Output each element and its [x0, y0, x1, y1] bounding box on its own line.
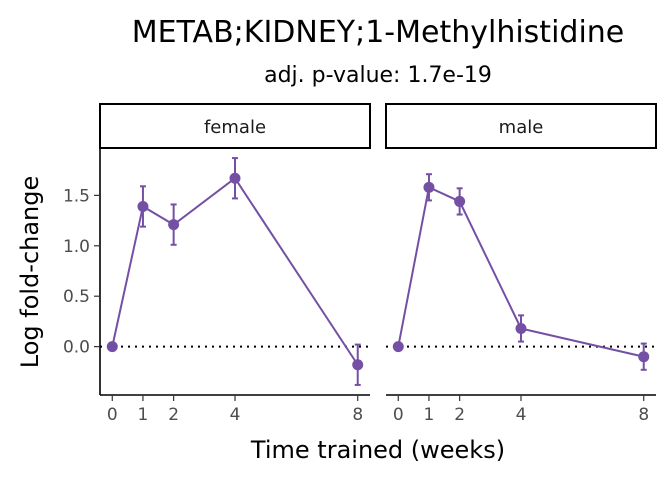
x-tick-label: 1: [424, 405, 435, 425]
x-axis-title: Time trained (weeks): [250, 436, 505, 464]
data-point: [229, 172, 241, 184]
x-tick-label: 0: [393, 405, 404, 425]
series-line-female: [111, 176, 359, 366]
data-point: [638, 351, 650, 363]
y-axis: 0.0 0.5 1.0 1.5: [63, 148, 101, 395]
data-point: [168, 219, 180, 231]
data-point: [352, 359, 364, 371]
data-point: [106, 341, 118, 353]
data-point: [515, 322, 527, 334]
panel-male: male 0 1 2 4 8: [385, 103, 657, 425]
chart-title: METAB;KIDNEY;1-Methylhistidine: [132, 15, 625, 50]
x-tick-label: 8: [352, 405, 363, 425]
y-axis-title: Log fold-change: [16, 176, 44, 369]
x-tick-label: 2: [454, 405, 465, 425]
x-tick-label: 1: [138, 405, 149, 425]
strip-male: [385, 103, 657, 149]
chart-subtitle: adj. p-value: 1.7e-19: [264, 63, 492, 88]
data-point: [137, 200, 149, 212]
data-point: [423, 181, 435, 193]
x-tick-label: 2: [168, 405, 179, 425]
data-point: [392, 341, 404, 353]
y-tick-label: 1.0: [63, 237, 90, 257]
x-tick-label: 8: [638, 405, 649, 425]
y-tick-label: 0.0: [63, 338, 90, 358]
data-point: [454, 195, 466, 207]
strip-label-male: male: [499, 117, 544, 138]
strip-label-female: female: [204, 117, 266, 138]
panel-female: female 0 1 2 4 8: [99, 103, 371, 425]
y-tick-label: 0.5: [63, 287, 90, 307]
x-tick-label: 4: [516, 405, 527, 425]
x-tick-label: 4: [230, 405, 241, 425]
y-tick-label: 1.5: [63, 186, 90, 206]
strip-female: [99, 103, 371, 149]
x-tick-label: 0: [107, 405, 118, 425]
